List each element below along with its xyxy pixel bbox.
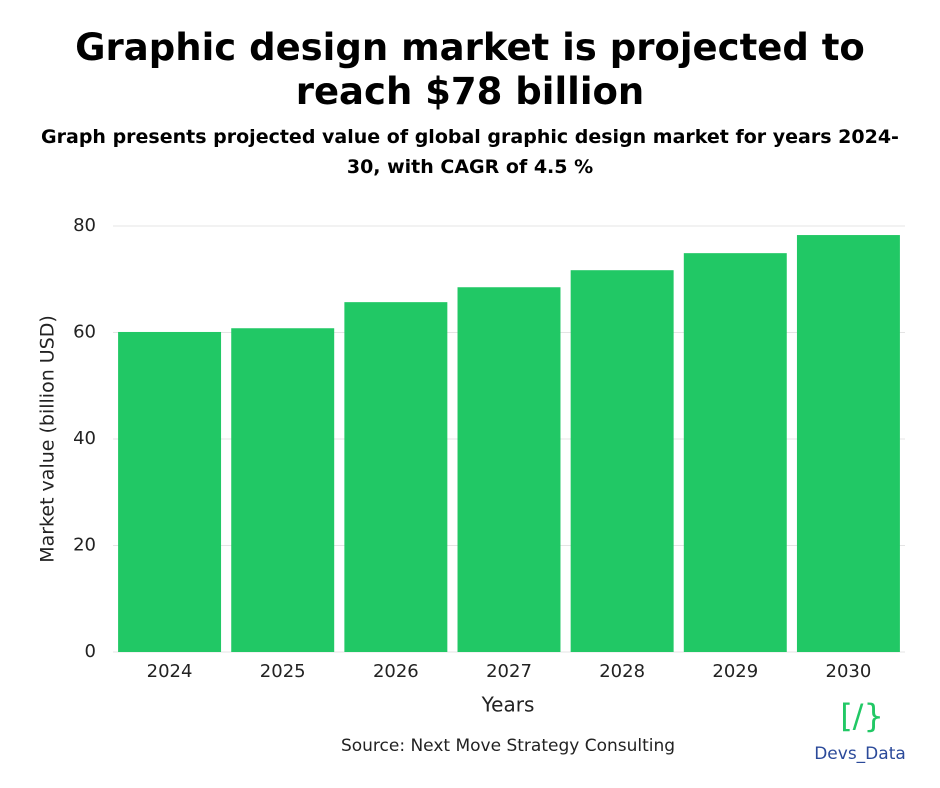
x-axis-label: Years <box>481 693 535 717</box>
x-tick-label: 2026 <box>373 661 419 682</box>
chart-title: Graphic design market is projected to re… <box>75 26 865 113</box>
x-tick-label: 2027 <box>486 661 532 682</box>
y-axis-label: Market value (billion USD) <box>37 315 59 563</box>
bar <box>231 328 335 652</box>
x-tick-label: 2025 <box>260 661 306 682</box>
logo-text: Devs_Data <box>814 744 906 764</box>
y-tick-label: 0 <box>85 641 96 662</box>
y-tick-label: 80 <box>73 215 96 236</box>
source: Source: Next Move Strategy Consulting <box>341 736 675 756</box>
x-tick-label: 2030 <box>826 661 872 682</box>
bar <box>118 331 222 652</box>
y-tick-label: 20 <box>73 535 96 556</box>
logo-icon: [/} <box>840 697 884 735</box>
x-tick-label: 2029 <box>712 661 758 682</box>
bar <box>457 287 561 652</box>
bar <box>344 302 448 652</box>
x-tick-label: 2024 <box>147 661 193 682</box>
bar <box>683 253 787 652</box>
bar <box>796 235 900 653</box>
y-tick-label: 40 <box>73 428 96 449</box>
bar <box>570 270 674 652</box>
x-tick-label: 2028 <box>599 661 645 682</box>
chart-subtitle: Graph presents projected value of global… <box>41 126 899 178</box>
y-tick-label: 60 <box>73 322 96 343</box>
